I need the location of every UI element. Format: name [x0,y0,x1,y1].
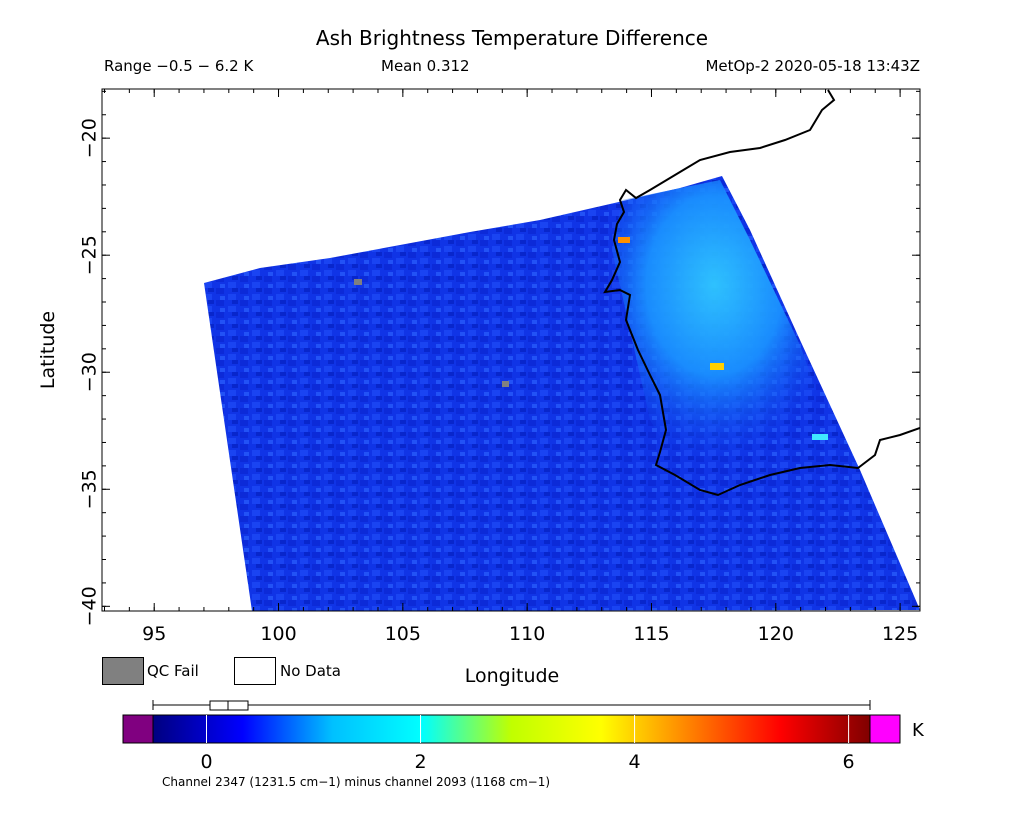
qc-fail-pixel [502,381,509,387]
y-tick-label: −40 [79,586,101,626]
qc-fail-label: QC Fail [147,662,199,680]
x-axis-label: Longitude [464,665,560,687]
y-ticks: −20 −25 −30 −35 −40 [79,90,920,626]
y-tick-label: −35 [79,469,101,509]
x-tick-label: 115 [633,623,669,645]
colorbar-tick-label: 4 [629,751,641,773]
x-tick-label: 95 [142,623,166,645]
colorbar-tick-label: 0 [200,751,212,773]
colorbar [122,700,901,744]
chart-title: Ash Brightness Temperature Difference [315,26,709,50]
no-data-swatch [234,657,276,685]
ash-signal-region [612,180,840,480]
colorbar-tick-label: 2 [414,751,426,773]
hot-pixel [618,237,630,243]
hot-pixel [812,434,828,440]
x-tick-label: 125 [882,623,918,645]
colorbar-caption: Channel 2347 (1231.5 cm−1) minus channel… [162,775,551,789]
x-tick-label: 110 [509,623,545,645]
x-tick-label: 105 [385,623,421,645]
mean-stat: Mean 0.312 [381,57,470,75]
coastline [603,89,920,497]
satellite-time-stat: MetOp-2 2020-05-18 13:43Z [705,57,920,75]
hot-pixel [710,363,724,370]
colorbar-under [123,715,153,743]
x-tick-label: 120 [758,623,794,645]
range-stat: Range −0.5 − 6.2 K [104,57,254,75]
colorbar-ticks: 0 2 4 6 [200,715,855,773]
colorbar-over [870,715,900,743]
colorbar-unit: K [912,720,924,741]
qc-fail-pixel [354,279,362,285]
y-axis-label: Latitude [37,310,59,390]
qc-fail-swatch [102,657,144,685]
y-tick-label: −30 [79,352,101,392]
y-tick-label: −25 [79,235,101,275]
plot-frame [101,88,921,612]
colorbar-gradient [153,715,870,743]
colorbar-boxplot [209,700,249,711]
x-ticks: 95 100 105 110 115 120 125 [103,89,918,645]
no-data-label: No Data [280,662,341,680]
colorbar-tick-label: 6 [843,751,855,773]
x-tick-label: 100 [260,623,296,645]
y-tick-label: −20 [79,118,101,158]
